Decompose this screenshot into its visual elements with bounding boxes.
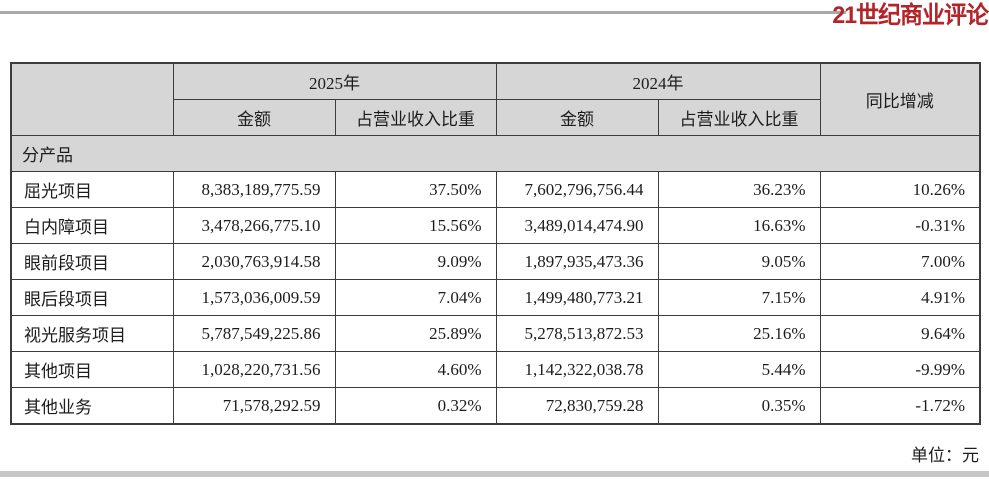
amount-2024-cell: 1,142,322,038.78 xyxy=(495,351,659,388)
bottom-scroll-bar xyxy=(0,471,989,477)
row-label: 白内障项目 xyxy=(10,207,174,244)
row-label: 眼后段项目 xyxy=(10,279,174,316)
table-header-row-years: 2025年 2024年 同比增减 xyxy=(10,62,981,136)
unit-note: 单位：元 xyxy=(911,446,979,465)
table-row: 视光服务项目 5,787,549,225.86 25.89% 5,278,513,87… xyxy=(10,315,981,352)
amount-2025-header: 金额 xyxy=(172,99,336,136)
amount-2025-cell: 1,573,036,009.59 xyxy=(172,279,336,316)
ratio-2025-cell: 25.89% xyxy=(334,315,497,352)
table-row: 屈光项目 8,383,189,775.59 37.50% 7,602,796,756.… xyxy=(10,171,981,208)
table-row: 其他业务 71,578,292.59 0.32% 72,830,759.28 0.35%… xyxy=(10,387,981,425)
yoy-cell: -9.99% xyxy=(819,351,981,388)
year-2024-header: 2024年 xyxy=(495,62,821,100)
ratio-2024-cell: 0.35% xyxy=(657,387,821,425)
ratio-2025-cell: 15.56% xyxy=(334,207,497,244)
ratio-2025-cell: 4.60% xyxy=(334,351,497,388)
magazine-logo: 21世纪商业评论 xyxy=(832,1,989,29)
table-header-row-metrics: 金额 占营业收入比重 金额 占营业收入比重 xyxy=(11,99,980,136)
table-row: 其他项目 1,028,220,731.56 4.60% 1,142,322,038.7… xyxy=(10,351,981,388)
ratio-2025-cell: 9.09% xyxy=(334,243,497,280)
section-row: 分产品 xyxy=(10,135,981,172)
ratio-2024-cell: 25.16% xyxy=(657,315,821,352)
yoy-cell: 7.00% xyxy=(819,243,981,280)
row-label: 视光服务项目 xyxy=(10,315,174,352)
ratio-2024-cell: 7.15% xyxy=(657,279,821,316)
amount-2024-cell: 72,830,759.28 xyxy=(495,387,659,425)
amount-2025-cell: 1,028,220,731.56 xyxy=(172,351,336,388)
amount-2024-cell: 5,278,513,872.53 xyxy=(495,315,659,352)
year-2025-header: 2025年 xyxy=(172,62,497,100)
yoy-cell: -0.31% xyxy=(819,207,981,244)
yoy-cell: 9.64% xyxy=(819,315,981,352)
ratio-2025-cell: 37.50% xyxy=(334,171,497,208)
amount-2025-cell: 71,578,292.59 xyxy=(172,387,336,425)
ratio-2024-cell: 36.23% xyxy=(657,171,821,208)
ratio-2024-cell: 9.05% xyxy=(657,243,821,280)
amount-2024-header: 金额 xyxy=(495,99,659,136)
revenue-by-product-table: 2025年 2024年 同比增减 金额 占营业收入比重 金额 占营业收入比重 分… xyxy=(10,62,981,425)
section-label: 分产品 xyxy=(10,135,981,172)
row-label: 屈光项目 xyxy=(10,171,174,208)
amount-2024-cell: 3,489,014,474.90 xyxy=(495,207,659,244)
yoy-cell: 4.91% xyxy=(819,279,981,316)
amount-2025-cell: 8,383,189,775.59 xyxy=(172,171,336,208)
table-row: 眼前段项目 2,030,763,914.58 9.09% 1,897,935,473.… xyxy=(10,243,981,280)
yoy-change-header: 同比增减 xyxy=(819,62,981,136)
ratio-2025-header: 占营业收入比重 xyxy=(334,99,497,136)
ratio-2024-cell: 16.63% xyxy=(657,207,821,244)
yoy-cell: 10.26% xyxy=(819,171,981,208)
ratio-2025-cell: 7.04% xyxy=(334,279,497,316)
ratio-2025-cell: 0.32% xyxy=(334,387,497,425)
yoy-cell: -1.72% xyxy=(819,387,981,425)
header-divider-rule xyxy=(0,11,846,14)
table-row: 眼后段项目 1,573,036,009.59 7.04% 1,499,480,773.… xyxy=(10,279,981,316)
amount-2025-cell: 5,787,549,225.86 xyxy=(172,315,336,352)
amount-2024-cell: 1,499,480,773.21 xyxy=(495,279,659,316)
ratio-2024-cell: 5.44% xyxy=(657,351,821,388)
ratio-2024-header: 占营业收入比重 xyxy=(657,99,821,136)
amount-2024-cell: 1,897,935,473.36 xyxy=(495,243,659,280)
row-label: 眼前段项目 xyxy=(10,243,174,280)
amount-2025-cell: 2,030,763,914.58 xyxy=(172,243,336,280)
row-label: 其他项目 xyxy=(10,351,174,388)
table-row: 白内障项目 3,478,266,775.10 15.56% 3,489,014,474… xyxy=(10,207,981,244)
amount-2025-cell: 3,478,266,775.10 xyxy=(172,207,336,244)
row-label: 其他业务 xyxy=(10,387,174,425)
amount-2024-cell: 7,602,796,756.44 xyxy=(495,171,659,208)
corner-empty-cell xyxy=(10,62,174,136)
